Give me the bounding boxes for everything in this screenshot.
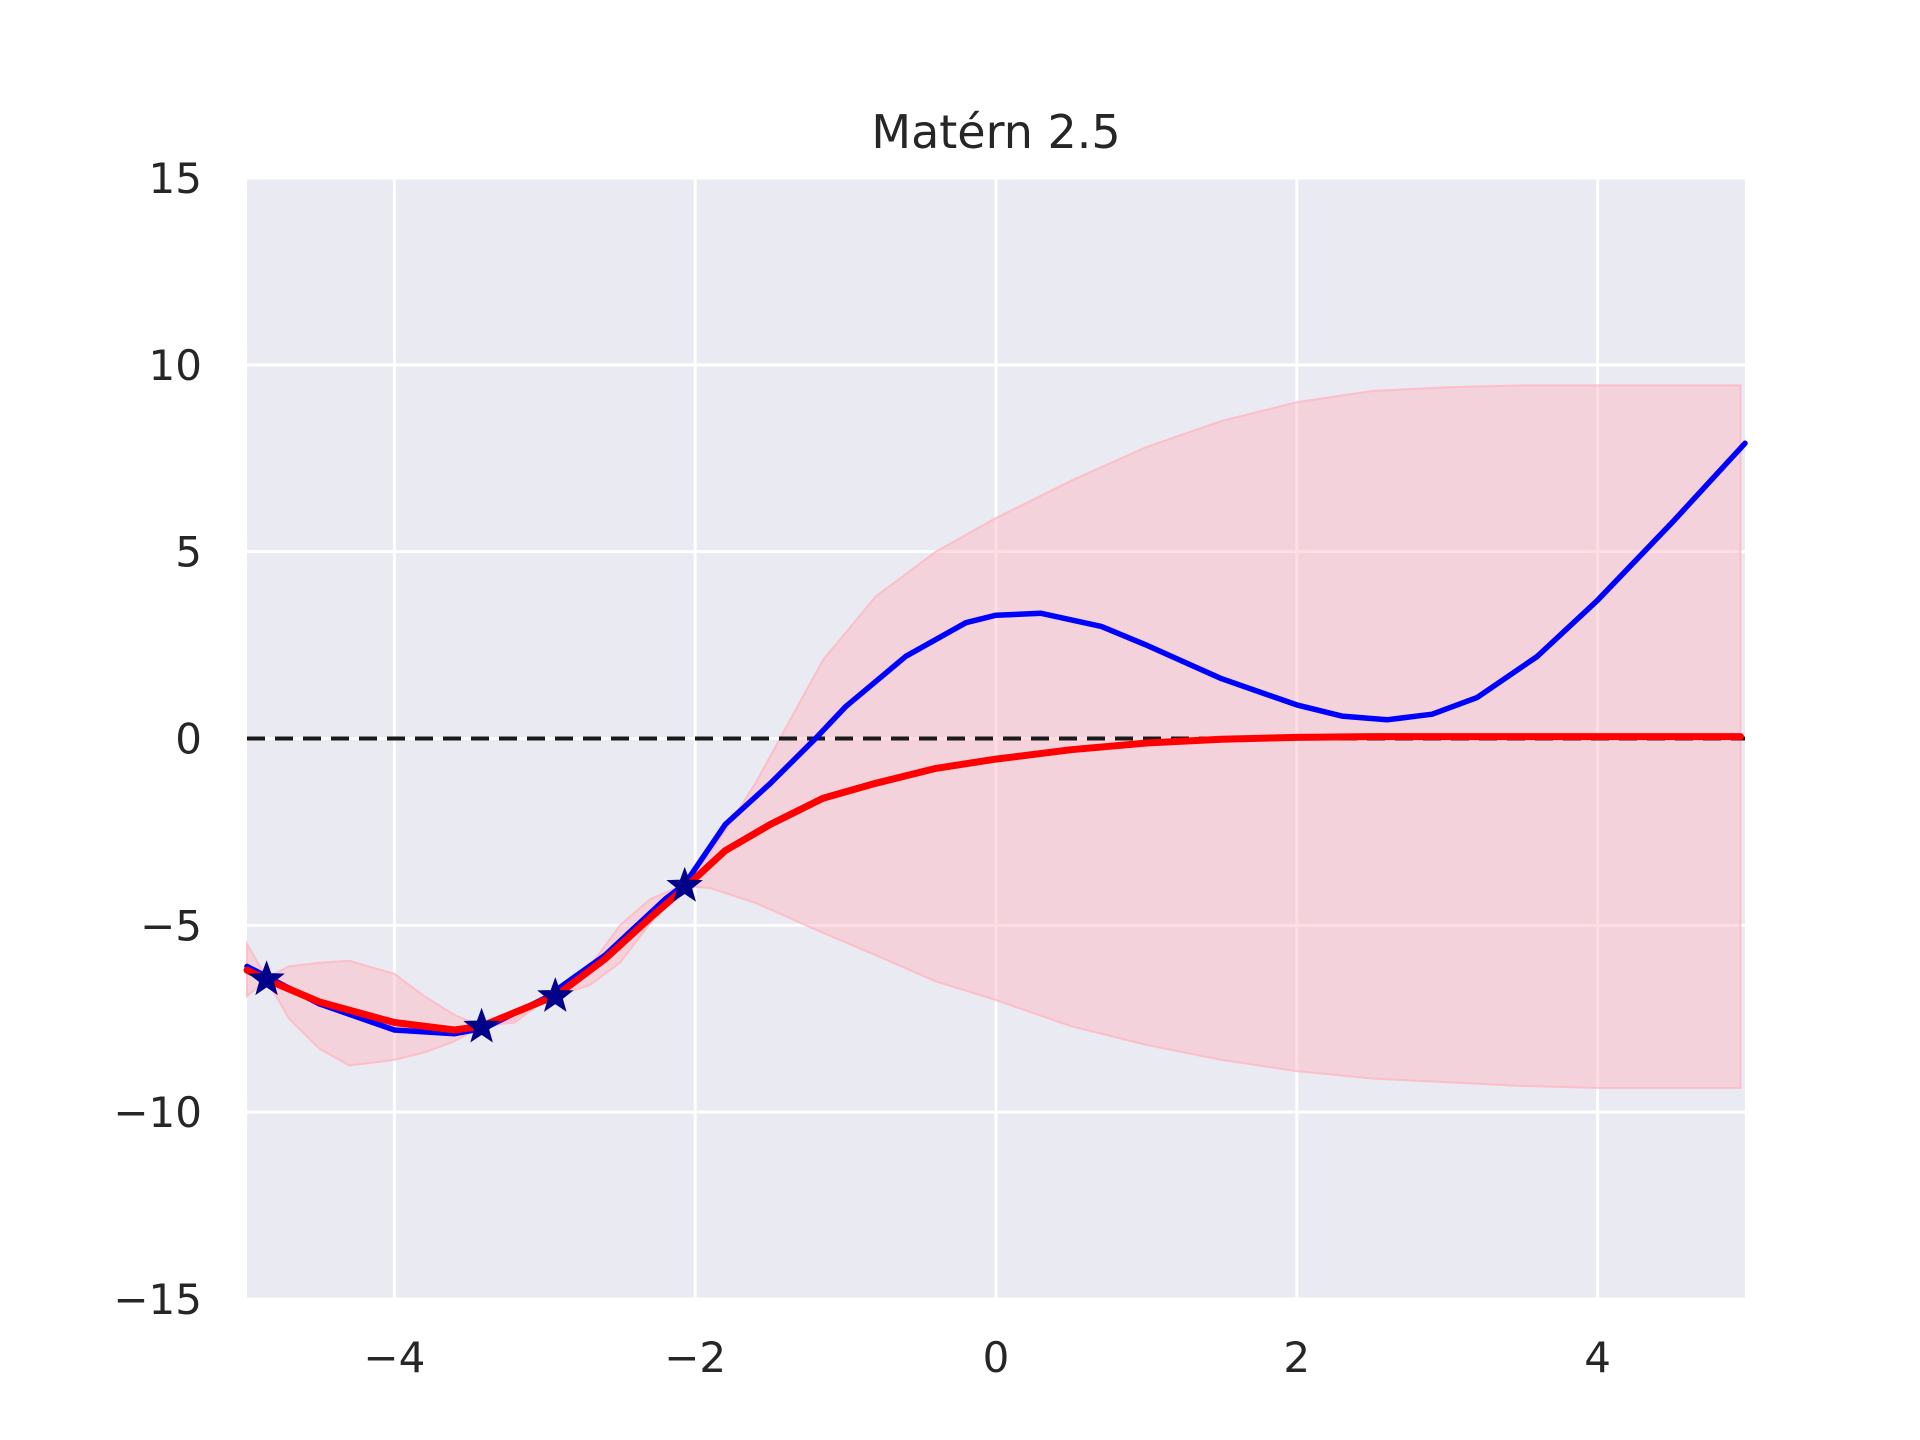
observation-star — [248, 960, 285, 996]
x-tick-label: −2 — [664, 1333, 726, 1382]
y-tick-label: 10 — [149, 341, 202, 390]
y-tick-label: 0 — [175, 715, 202, 764]
x-tick-label: −4 — [363, 1333, 425, 1382]
x-tick-label: 0 — [983, 1333, 1010, 1382]
chart-title: Matérn 2.5 — [871, 105, 1120, 159]
y-tick-label: 5 — [175, 528, 202, 577]
y-tick-label: 15 — [149, 154, 202, 203]
x-tick-labels: −4 −2 0 2 4 — [363, 1333, 1611, 1382]
series-layer — [243, 440, 1748, 1037]
y-tick-labels: −15 −10 −5 0 5 10 15 — [113, 154, 202, 1324]
x-tick-label: 2 — [1283, 1333, 1310, 1382]
posterior-mean-line — [243, 733, 1744, 1034]
observation-star — [666, 866, 703, 902]
y-tick-label: −5 — [140, 901, 202, 950]
y-tick-label: −15 — [113, 1275, 202, 1324]
observation-star — [537, 977, 574, 1012]
y-tick-label: −10 — [113, 1088, 202, 1137]
observation-star — [463, 1007, 500, 1043]
observation-markers — [248, 866, 703, 1043]
x-tick-label: 4 — [1584, 1333, 1611, 1382]
